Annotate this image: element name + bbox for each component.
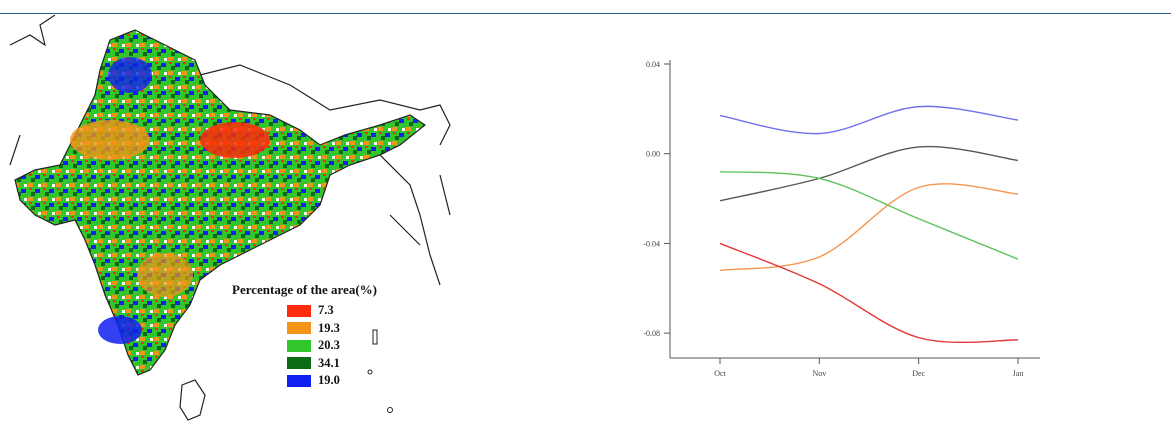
blue-region-2 bbox=[108, 57, 152, 93]
legend-item: 20.3 bbox=[287, 337, 340, 355]
map-outline-north bbox=[9, 14, 451, 286]
legend-swatch bbox=[287, 357, 311, 370]
island bbox=[367, 369, 373, 375]
legend-item: 34.1 bbox=[287, 355, 340, 373]
line-chart: 0.04 0.00 -0.04 -0.08 Oct Nov Dec Jan bbox=[643, 60, 1040, 378]
legend-label: 20.3 bbox=[318, 338, 340, 353]
legend-label: 19.0 bbox=[318, 373, 340, 388]
y-tick-label: 0.00 bbox=[646, 150, 660, 159]
orange-region bbox=[70, 120, 150, 160]
india-map-panel: Percentage of the area(%) 7.3 19.3 20.3 … bbox=[0, 14, 460, 426]
orange-region-2 bbox=[137, 253, 193, 297]
legend-label: 19.3 bbox=[318, 320, 340, 335]
series-line bbox=[719, 170, 1019, 260]
x-tick-label: Oct bbox=[714, 369, 726, 378]
red-region bbox=[200, 122, 270, 158]
legend-swatch bbox=[287, 304, 311, 317]
legend-swatch bbox=[287, 374, 311, 387]
series-line bbox=[719, 183, 1019, 272]
india-landmass bbox=[14, 29, 427, 376]
y-tick-label: -0.08 bbox=[643, 329, 660, 338]
legend-label: 34.1 bbox=[318, 355, 340, 370]
y-tick-label: -0.04 bbox=[643, 239, 660, 248]
top-rule bbox=[0, 13, 1171, 14]
legend-title: Percentage of the area(%) bbox=[232, 282, 377, 297]
line-chart-panel: 0.04 0.00 -0.04 -0.08 Oct Nov Dec Jan bbox=[600, 40, 1080, 400]
island bbox=[387, 407, 393, 413]
series-line bbox=[719, 145, 1019, 202]
sri-lanka-outline bbox=[179, 379, 206, 421]
legend-item: 19.0 bbox=[287, 372, 340, 390]
island bbox=[372, 329, 378, 345]
x-tick-label: Nov bbox=[812, 369, 826, 378]
blue-region bbox=[98, 316, 142, 344]
legend-item: 19.3 bbox=[287, 320, 340, 338]
legend-label: 7.3 bbox=[318, 303, 334, 318]
series-line bbox=[719, 242, 1019, 344]
x-tick-label: Jan bbox=[1013, 369, 1024, 378]
india-map bbox=[9, 14, 451, 421]
y-tick-label: 0.04 bbox=[646, 60, 660, 69]
legend-swatch bbox=[287, 322, 311, 335]
legend: 7.3 19.3 20.3 34.1 19.0 bbox=[287, 302, 340, 390]
x-tick-label: Dec bbox=[912, 369, 925, 378]
series-line bbox=[719, 105, 1019, 135]
legend-item: 7.3 bbox=[287, 302, 340, 320]
legend-swatch bbox=[287, 339, 311, 352]
